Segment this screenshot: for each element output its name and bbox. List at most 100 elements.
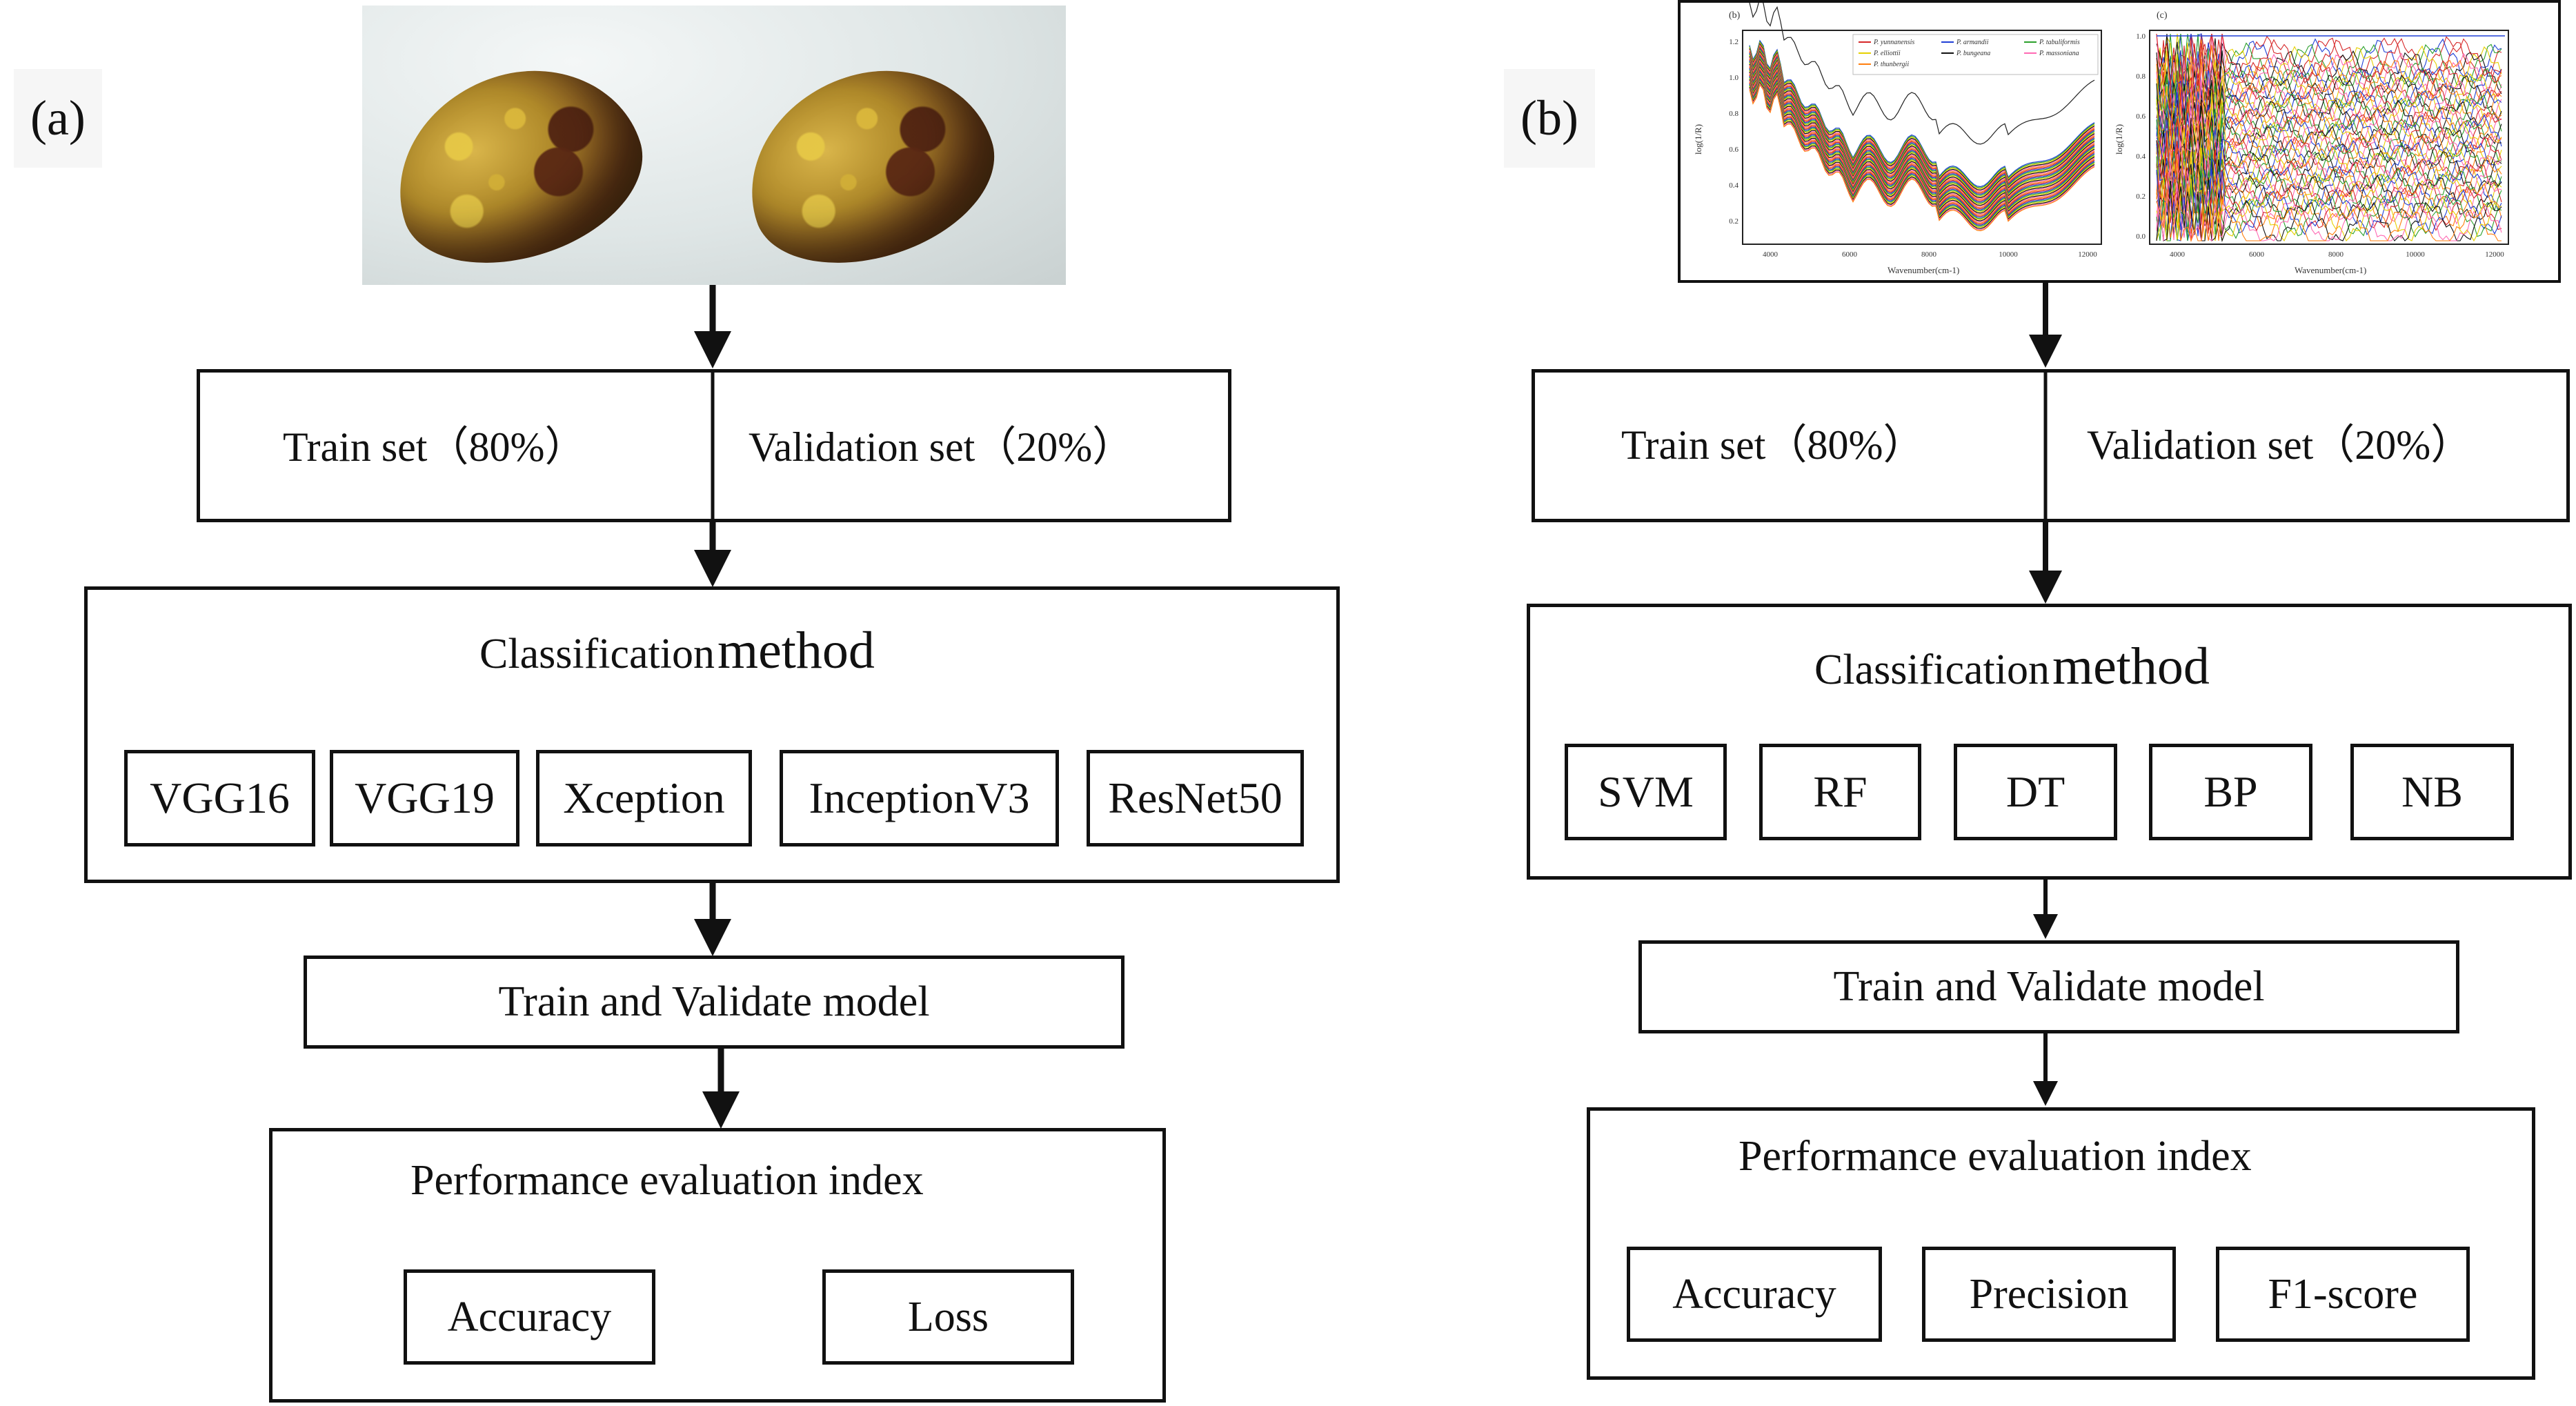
left-spectrum-line	[1749, 55, 2095, 203]
train-set-label-a: Train set（80%）	[283, 424, 586, 470]
left-spectrum-line	[1749, 74, 2095, 221]
left-spectrum-line	[1749, 50, 2095, 199]
left-spectrum-line	[1749, 52, 2095, 199]
train-validate-box-a: Train and Validate model	[304, 956, 1124, 1049]
metric-box-accuracy-b: Accuracy	[1627, 1247, 1882, 1342]
left-spectrum-line	[1749, 63, 2095, 212]
legend-entry: P. massoniana	[2039, 50, 2079, 57]
left-spectrum-line	[1749, 45, 2095, 193]
left-spectrum-line	[1749, 80, 2095, 228]
right-spectrum-line	[2156, 33, 2502, 95]
right-spectrum-line	[2156, 140, 2502, 220]
right-ylabel: log(1/R)	[2114, 124, 2124, 155]
left-spectrum-line	[1749, 68, 2095, 216]
legend-entry: P. elliottii	[1873, 50, 1901, 57]
validation-set-label-b: Validation set（20%）	[2087, 422, 2473, 468]
left-spectrum-line	[1749, 46, 2095, 194]
train-set-label-b: Train set（80%）	[1621, 422, 1925, 468]
left-x-tick: 6000	[1842, 250, 1858, 259]
right-spectrum-line	[2156, 186, 2502, 243]
train-validate-box-b: Train and Validate model	[1638, 940, 2459, 1033]
legend-entry: P. yunnanensis	[1873, 39, 1914, 46]
panel-b-label: (b)	[1504, 69, 1595, 168]
right-spectrum-line	[2156, 170, 2502, 241]
left-spectrum-line	[1749, 3, 2095, 145]
evaluation-title-a: Performance evaluation index	[410, 1157, 924, 1204]
left-x-tick: 10000	[1999, 250, 2018, 259]
plot-ticks: 4000 6000 8000 10000 12000 1.2 1.0 0.8 0.6 0.4 0.2…	[1729, 32, 2504, 259]
right-y-tick: 0.4	[2136, 152, 2146, 161]
left-spectrum-line	[1749, 65, 2095, 212]
left-spectrum-line	[1749, 52, 2095, 201]
right-xlabel: Wavenumber(cm-1)	[2295, 265, 2366, 275]
left-xlabel: Wavenumber(cm-1)	[1888, 265, 1959, 275]
left-spectrum-line	[1749, 66, 2095, 214]
right-spectrum-line	[2156, 149, 2502, 232]
classification-title-a: Classification method	[479, 622, 875, 680]
left-y-tick: 1.0	[1729, 74, 1738, 82]
left-spectrum-line	[1749, 59, 2095, 207]
spectra-legend: P. yunnanensis P. armandii P. tabuliformis…	[1852, 34, 2099, 75]
right-x-tick: 12000	[2485, 250, 2504, 259]
left-spectrum-line	[1749, 43, 2095, 192]
left-spectrum-line	[1749, 48, 2095, 196]
left-spectrum-line	[1749, 72, 2095, 221]
left-spectrum-line	[1749, 41, 2095, 190]
left-plot-tag: (b)	[1729, 10, 1741, 21]
method-box-inceptionv3: InceptionV3	[780, 750, 1059, 846]
left-spectrum-line	[1749, 81, 2095, 229]
right-spectrum-line	[2156, 189, 2501, 243]
method-box-svm: SVM	[1565, 744, 1727, 840]
method-box-resnet50: ResNet50	[1087, 750, 1304, 846]
left-spectrum-line	[1749, 43, 2095, 190]
metric-box-precision-b: Precision	[1922, 1247, 2176, 1342]
legend-entry: P. armandii	[1956, 39, 1989, 46]
classification-title-b: Classification method	[1814, 637, 2210, 695]
right-spectrum-line	[2156, 33, 2502, 114]
left-spectrum-line	[1749, 58, 2095, 206]
method-box-vgg16: VGG16	[124, 750, 315, 846]
right-spectrum-line	[2156, 61, 2502, 143]
right-x-tick: 6000	[2249, 250, 2265, 259]
panel-a-label: (a)	[14, 69, 102, 168]
left-ylabel: log(1/R)	[1693, 124, 1703, 155]
right-spectrum-line	[2156, 169, 2502, 241]
left-spectrum-line	[1749, 75, 2095, 223]
right-spectrum-line	[2156, 178, 2502, 242]
right-spectrum-line	[2156, 33, 2502, 99]
left-y-tick: 0.2	[1729, 217, 1738, 226]
metric-box-f1score-b: F1-score	[2216, 1247, 2470, 1342]
right-y-tick: 0.2	[2136, 192, 2146, 201]
validation-set-label-a: Validation set（20%）	[749, 424, 1134, 470]
right-x-tick: 8000	[2328, 250, 2344, 259]
left-spectrum-line	[1749, 63, 2095, 210]
spectra-figure: (b) (c) Wavenumber(cm-1) Wavenumber(cm-1…	[1678, 0, 2561, 283]
left-spectrum-line	[1749, 69, 2095, 217]
right-y-tick: 0.0	[2136, 232, 2146, 241]
left-spectrum-line	[1749, 67, 2095, 215]
legend-entry: P. thunbergii	[1873, 61, 1909, 68]
left-spectrum-line	[1749, 41, 2095, 188]
method-box-xception: Xception	[536, 750, 752, 846]
method-box-dt: DT	[1954, 744, 2117, 840]
left-spectrum-line	[1749, 71, 2095, 219]
left-spectrum-line	[1749, 70, 2095, 218]
left-x-tick: 4000	[1763, 250, 1779, 259]
right-spectrum-line	[2156, 101, 2502, 184]
left-spectrum-line	[1749, 76, 2095, 224]
right-y-tick: 0.6	[2136, 112, 2146, 121]
left-spectrum-line	[1749, 39, 2095, 188]
right-x-tick: 4000	[2170, 250, 2186, 259]
right-plot-lines	[2156, 33, 2505, 243]
left-spectrum-line	[1749, 56, 2095, 204]
left-spectrum-line	[1749, 47, 2095, 195]
legend-entry: P. tabuliformis	[2039, 39, 2080, 46]
left-spectrum-line	[1749, 78, 2095, 226]
split-box-b	[1532, 369, 2570, 522]
left-spectrum-line	[1749, 79, 2095, 227]
right-spectrum-line	[2156, 92, 2502, 181]
left-plot-lines	[1749, 3, 2095, 232]
metric-box-accuracy-a: Accuracy	[404, 1269, 655, 1365]
method-box-nb: NB	[2350, 744, 2514, 840]
